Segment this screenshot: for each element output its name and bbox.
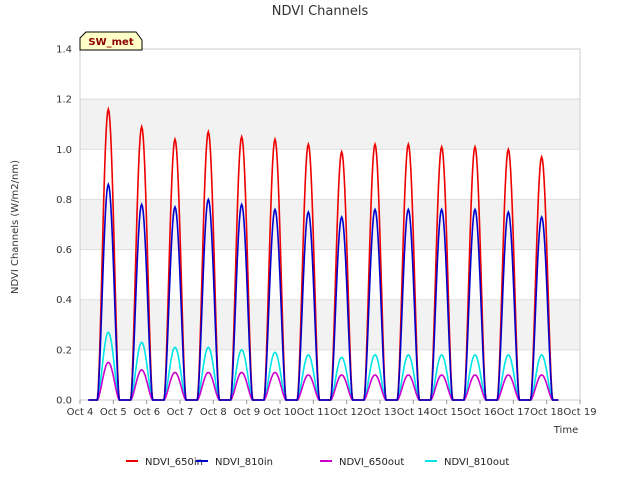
legend-label: NDVI_810out bbox=[444, 457, 509, 468]
plot-band bbox=[80, 49, 580, 100]
legend: NDVI_650in NDVI_810in NDVI_650out NDVI_810o… bbox=[126, 457, 509, 468]
series-line-ndvi-810in bbox=[88, 182, 559, 401]
plot-band bbox=[80, 149, 580, 200]
plot-band bbox=[80, 299, 580, 350]
x-tick-label: Oct 18 bbox=[530, 407, 563, 418]
plot-band bbox=[80, 349, 580, 400]
x-tick-label: Oct 4 bbox=[67, 407, 94, 418]
x-tick-label: Oct 17 bbox=[497, 407, 530, 418]
y-tick-label: 0.6 bbox=[56, 245, 72, 256]
x-tick-label: Oct 11 bbox=[297, 407, 330, 418]
sw-met-badge: SW_met bbox=[79, 31, 143, 51]
x-tick-label: Oct 16 bbox=[463, 407, 496, 418]
plot-bands bbox=[80, 49, 580, 400]
y-tick-label: 1.0 bbox=[56, 145, 72, 156]
badge-shape bbox=[79, 31, 143, 51]
x-tick-label: Oct 10 bbox=[263, 407, 296, 418]
plot-band bbox=[80, 99, 580, 150]
x-tick-label: Oct 9 bbox=[233, 407, 260, 418]
x-axis-ticks: Oct 4 Oct 5 Oct 6 Oct 7 Oct 8 Oct 9 Oct 10 Oct … bbox=[67, 400, 597, 418]
x-tick-label: Oct 14 bbox=[397, 407, 430, 418]
x-tick-label: Oct 15 bbox=[430, 407, 463, 418]
y-tick-label: 0.0 bbox=[56, 396, 72, 407]
x-tick-label: Oct 12 bbox=[330, 407, 363, 418]
legend-label: NDVI_650in bbox=[145, 457, 203, 468]
plot-band bbox=[80, 199, 580, 250]
x-tick-label: Oct 19 bbox=[563, 407, 596, 418]
series-lines bbox=[88, 106, 559, 401]
x-tick-label: Oct 6 bbox=[133, 407, 160, 418]
y-axis-label: NDVI Channels (W/m2/nm) bbox=[10, 160, 21, 294]
plot-band bbox=[80, 249, 580, 300]
x-tick-label: Oct 8 bbox=[200, 407, 227, 418]
x-axis-label: Time bbox=[553, 425, 578, 436]
badge-label: SW_met bbox=[88, 37, 133, 48]
y-tick-label: 1.4 bbox=[56, 45, 72, 56]
y-tick-label: 1.2 bbox=[56, 95, 72, 106]
x-tick-label: Oct 7 bbox=[167, 407, 194, 418]
chart-title: NDVI Channels bbox=[272, 4, 369, 19]
legend-label: NDVI_650out bbox=[339, 457, 404, 468]
legend-label: NDVI_810in bbox=[215, 457, 273, 468]
y-tick-label: 0.4 bbox=[56, 295, 72, 306]
x-tick-label: Oct 5 bbox=[100, 407, 127, 418]
x-tick-label: Oct 13 bbox=[363, 407, 396, 418]
y-axis-ticks: 0.0 0.2 0.4 0.6 0.8 1.0 1.2 1.4 bbox=[56, 45, 72, 407]
y-tick-label: 0.2 bbox=[56, 345, 72, 356]
y-tick-label: 0.8 bbox=[56, 195, 72, 206]
